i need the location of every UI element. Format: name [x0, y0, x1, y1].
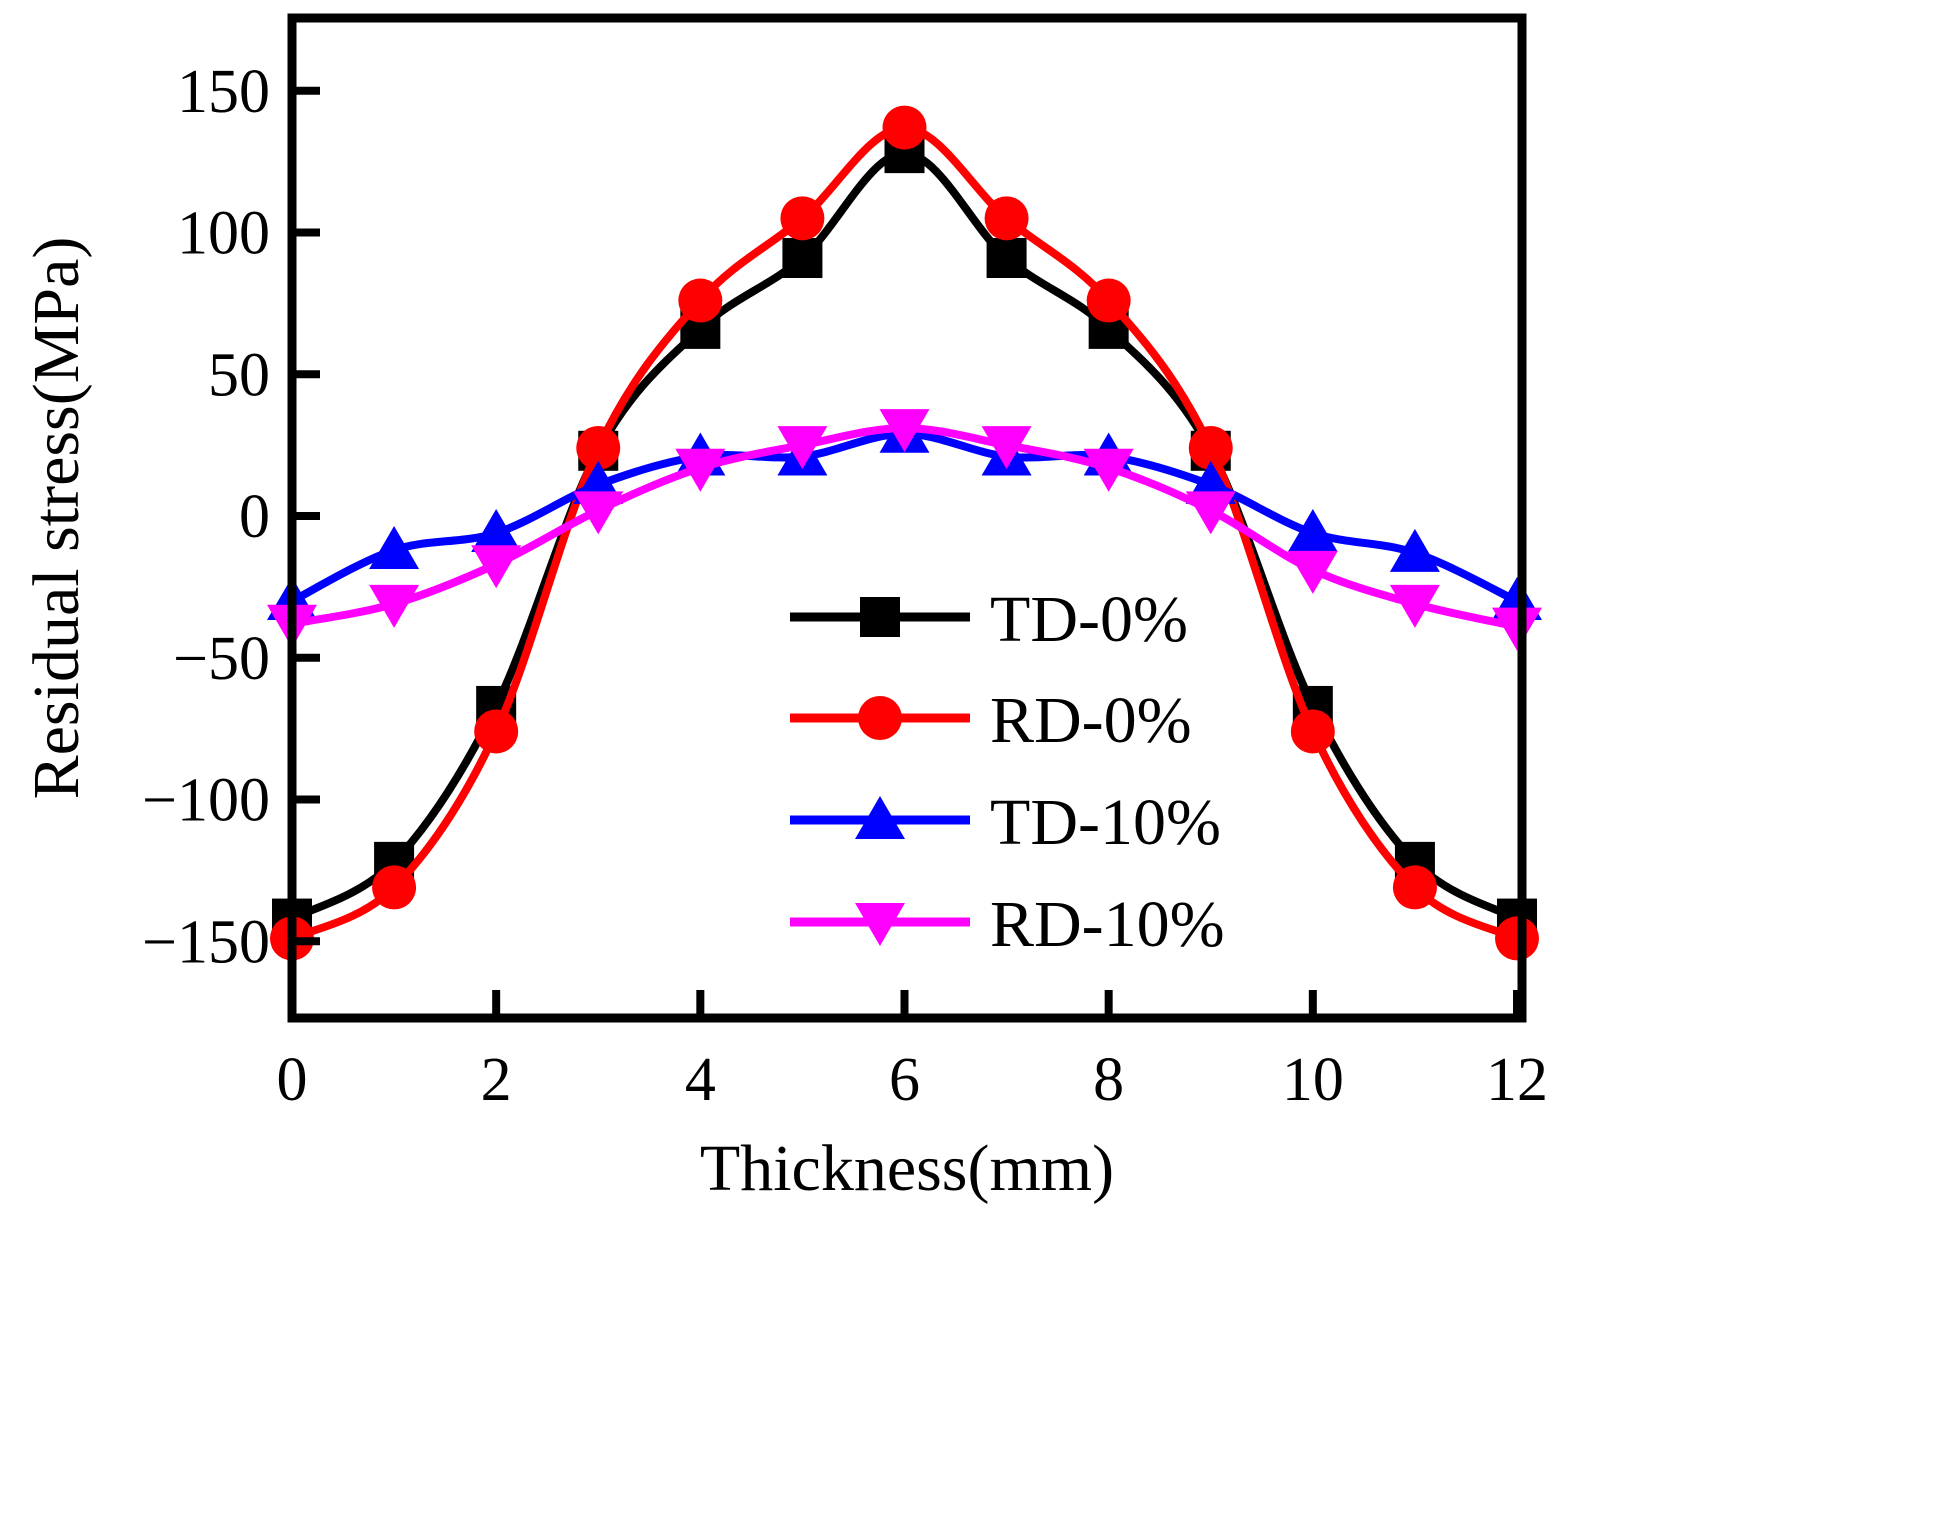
y-tick-label: −100 [142, 767, 270, 835]
data-point [1492, 607, 1542, 651]
data-point [986, 238, 1027, 279]
x-tick-label: 2 [481, 1046, 512, 1114]
data-point [474, 709, 519, 754]
x-tick-label: 4 [685, 1046, 716, 1114]
y-tick-label: −50 [173, 625, 270, 693]
data-point [879, 409, 930, 453]
data-point [1083, 448, 1134, 492]
legend-label: RD-10% [990, 888, 1225, 961]
legend-label: RD-0% [990, 684, 1192, 757]
data-point [1287, 550, 1338, 594]
data-point [369, 584, 420, 628]
data-point [1389, 528, 1440, 572]
x-axis-label: Thickness(mm) [700, 1132, 1114, 1205]
data-point [984, 196, 1029, 241]
data-point [782, 238, 823, 279]
legend-label: TD-10% [990, 786, 1221, 859]
data-point [777, 426, 828, 470]
legend-item: TD-0% [790, 583, 1188, 656]
legend-item: TD-10% [790, 786, 1221, 859]
data-point [1290, 709, 1335, 754]
y-tick-label: 50 [208, 341, 270, 409]
data-point [1287, 509, 1338, 553]
data-point [678, 278, 723, 323]
legend-item: RD-10% [790, 888, 1225, 961]
y-tick-label: 150 [177, 58, 270, 126]
data-point [573, 491, 624, 535]
data-point [1188, 425, 1233, 470]
data-point [1086, 278, 1131, 323]
ticks-layer: 0 2 4 6 8 10 12 −150 −100 −50 0 50 100 150 [142, 58, 1548, 1114]
series-layer [267, 105, 1542, 961]
data-point [372, 865, 417, 910]
series-rd-0pct [270, 105, 1539, 961]
series-line [291, 424, 1518, 631]
y-tick-label: 0 [239, 483, 270, 551]
data-point [780, 196, 825, 241]
legend-marker [855, 796, 905, 839]
data-point [1389, 584, 1440, 628]
legend-label: TD-0% [990, 583, 1188, 656]
data-point [471, 509, 522, 553]
x-tick-label: 10 [1282, 1046, 1344, 1114]
y-axis-label: Residual stress(MPa) [20, 237, 93, 800]
x-tick-label: 6 [889, 1046, 920, 1114]
legend: TD-0% RD-0% TD-10% RD-10% [790, 583, 1225, 961]
legend-marker [855, 903, 905, 946]
data-point [1392, 865, 1437, 910]
x-tick-label: 8 [1093, 1046, 1124, 1114]
y-tick-label: 100 [177, 200, 270, 268]
data-point [576, 425, 621, 470]
data-point [1185, 491, 1236, 535]
data-point [981, 426, 1032, 470]
x-tick-label: 12 [1486, 1046, 1548, 1114]
data-point [471, 545, 522, 589]
y-tick-label: −150 [142, 908, 270, 976]
legend-marker [860, 597, 900, 637]
x-tick-label: 0 [277, 1046, 308, 1114]
data-point [675, 448, 726, 492]
data-point [882, 105, 927, 150]
legend-item: RD-0% [790, 684, 1192, 757]
legend-marker [858, 696, 902, 740]
data-point [1495, 916, 1539, 961]
data-point [369, 526, 420, 570]
